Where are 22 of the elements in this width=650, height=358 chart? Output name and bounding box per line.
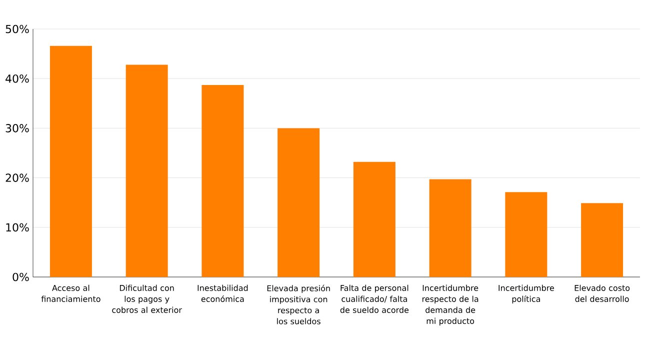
bar [429, 179, 472, 277]
y-tick-label: 50% [6, 24, 29, 34]
bar [581, 203, 624, 277]
x-tick-label: Dificultad con los pagos y cobros al exterior [112, 284, 182, 313]
y-tick-label: 0% [12, 272, 29, 282]
bar [202, 85, 244, 277]
y-tick-label: 30% [6, 124, 29, 132]
bar [505, 192, 548, 277]
x-tick-label: Falta de personal cualificado/ falta de sueldo acorde [340, 284, 409, 313]
x-tick-label: Elevado costo del desarrollo [574, 284, 630, 302]
bar [126, 64, 168, 277]
y-tick-label: 40% [6, 74, 29, 83]
x-tick-label: Acceso al financiamiento [41, 284, 100, 302]
x-tick-label: Incertidumbre respecto de la demanda de mi producto [422, 284, 478, 326]
y-tick-label: 10% [6, 223, 29, 232]
y-tick-label: 20% [6, 174, 29, 182]
x-tick-label: Elevada presión impositiva con respecto a los sueldos [267, 284, 330, 324]
x-tick-label: Incertidumbre política [498, 284, 554, 304]
bar [353, 162, 396, 277]
bar [50, 46, 92, 277]
x-tick-label: Inestabilidad económica [198, 284, 248, 302]
bar [278, 128, 320, 277]
